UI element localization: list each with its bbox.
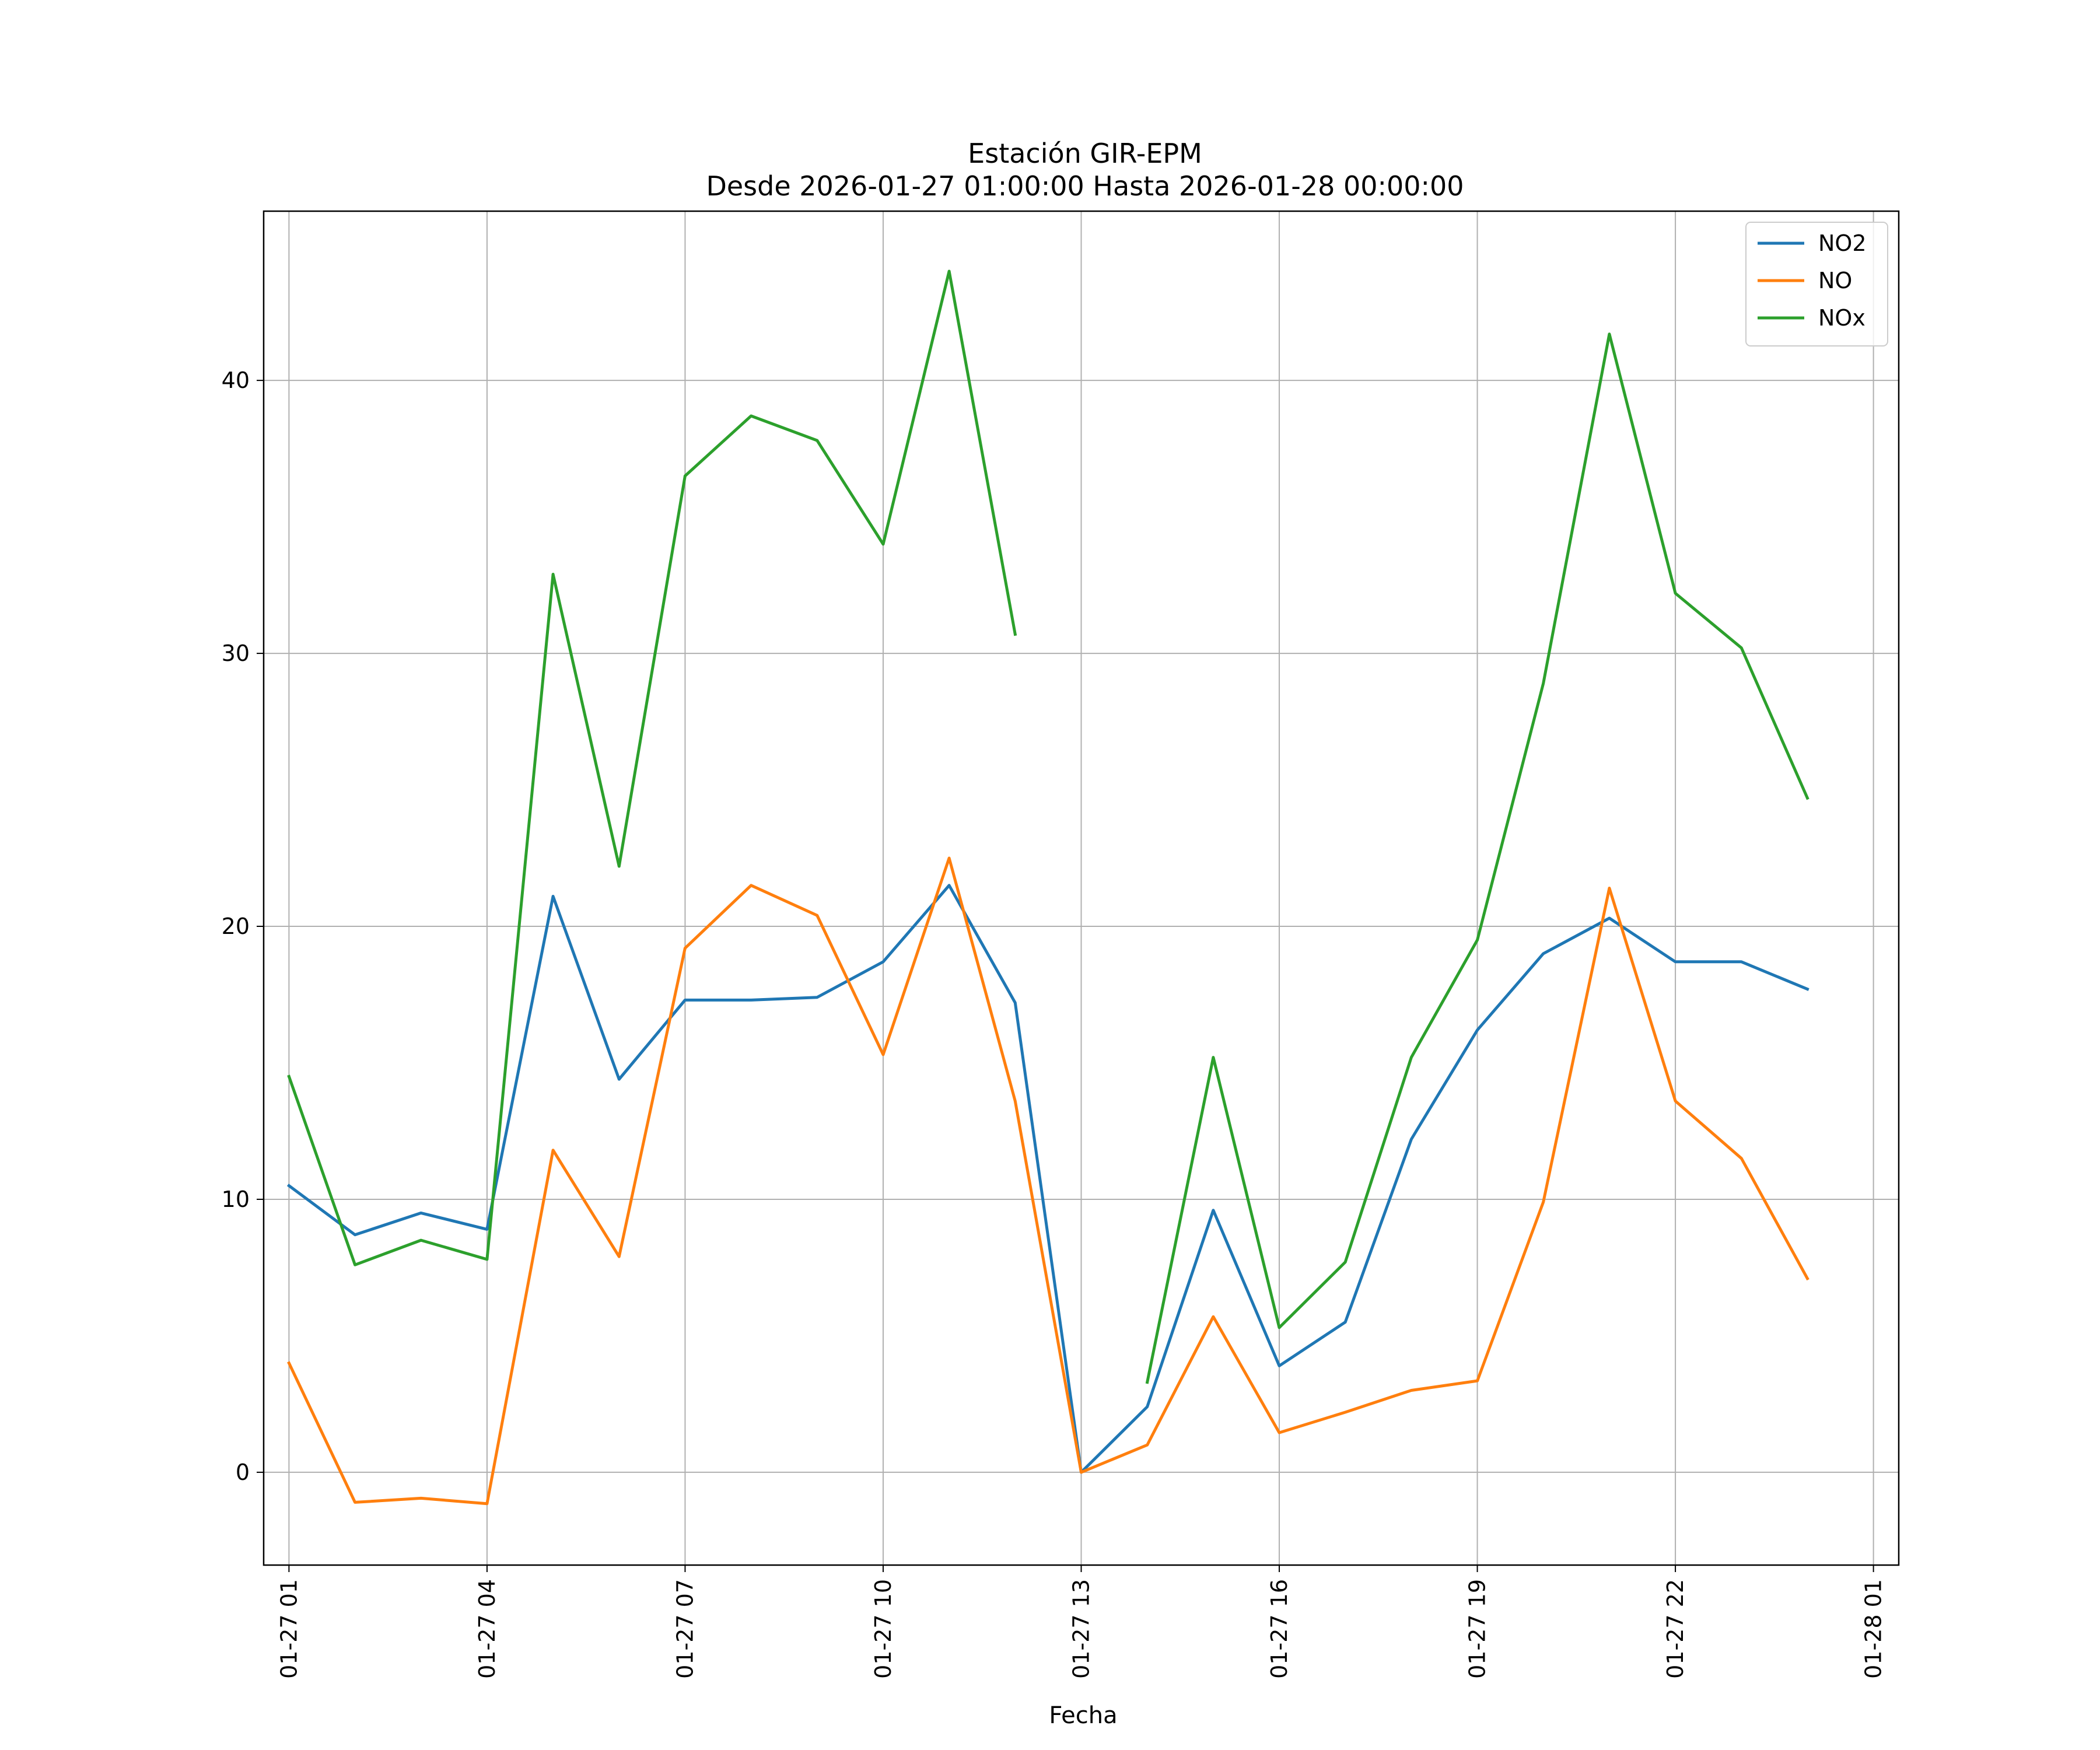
y-tick-label: 10 (222, 1186, 250, 1212)
x-tick-label: 01-27 01 (276, 1579, 302, 1679)
x-axis-ticks: 01-27 01 01-27 04 01-27 07 01-27 10 01-27 13… (276, 1565, 1887, 1679)
x-tick-label: 01-27 22 (1662, 1579, 1688, 1679)
series-line-no2 (286, 884, 1810, 1474)
series-lines (286, 270, 1810, 1506)
x-tick-label: 01-27 19 (1465, 1579, 1490, 1679)
chart-title: Estación GIR-EPM (968, 138, 1202, 169)
chart-subtitle: Desde 2026-01-27 01:00:00 Hasta 2026-01-… (706, 170, 1464, 202)
legend-box (1745, 222, 1888, 346)
legend-label-nox: NOx (1818, 305, 1866, 331)
legend: NO2 NO NOx (1745, 222, 1888, 346)
x-axis-label: Fecha (1049, 1702, 1117, 1729)
x-tick-label: 01-27 04 (474, 1579, 500, 1679)
y-axis-ticks: 0 10 20 30 40 (222, 368, 264, 1485)
x-tick-label: 01-28 01 (1861, 1579, 1887, 1679)
x-tick-label: 01-27 13 (1069, 1579, 1094, 1679)
series-line-nox (287, 270, 1810, 1384)
x-tick-label: 01-27 10 (870, 1579, 896, 1679)
x-tick-label: 01-27 16 (1266, 1579, 1292, 1679)
y-tick-label: 30 (222, 640, 250, 666)
x-tick-label: 01-27 07 (672, 1579, 698, 1679)
y-tick-label: 20 (222, 914, 250, 939)
y-tick-label: 0 (236, 1460, 250, 1485)
legend-label-no: NO (1818, 268, 1852, 293)
y-tick-label: 40 (222, 368, 250, 393)
series-line-no (287, 856, 1810, 1506)
legend-label-no2: NO2 (1818, 230, 1867, 256)
